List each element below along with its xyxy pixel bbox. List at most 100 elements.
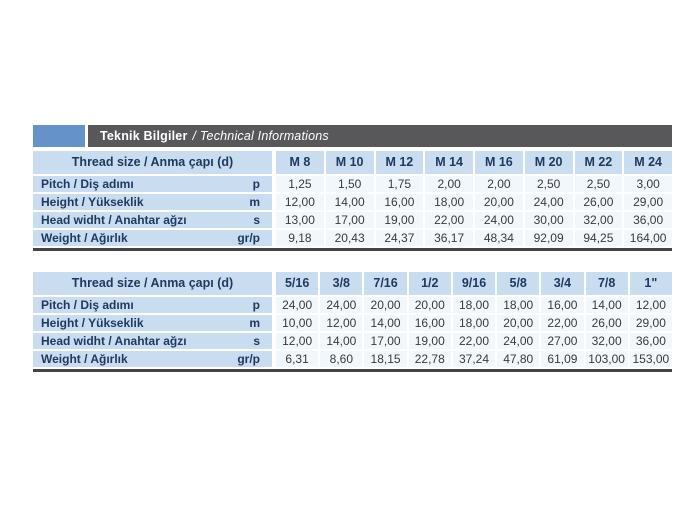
table-row: Pitch / Diş adımı p 24,00 24,00 20,00 20,00 18…	[33, 297, 672, 313]
column-header-cell: 9/16	[452, 272, 496, 295]
value-cell: 12,00	[276, 194, 324, 210]
value-cell: 16,00	[408, 315, 451, 331]
table-bottom-border	[33, 248, 672, 251]
value-cell: 19,00	[408, 333, 451, 349]
technical-info-header: Teknik Bilgiler / Technical Informations	[33, 125, 672, 147]
thread-size-label: Thread size / Anma çapı (d)	[71, 155, 234, 170]
row-values: 6,31 8,60 18,15 22,78 37,24 47,80 61,09 103,00 1…	[276, 351, 672, 367]
row-symbol: s	[253, 334, 260, 348]
row-label: Head widht / Anahtar ağzı	[41, 213, 187, 227]
value-cell: 92,09	[524, 230, 573, 246]
value-cell: 48,34	[475, 230, 523, 246]
row-symbol: m	[249, 316, 260, 330]
value-cell: 61,09	[541, 351, 584, 367]
row-values: 10,00 12,00 14,00 16,00 18,00 20,00 22,00 26,00…	[276, 315, 672, 331]
value-cell: 13,00	[276, 212, 324, 228]
value-cell: 164,00	[624, 230, 672, 246]
value-cell: 24,00	[524, 194, 573, 210]
value-cell: 16,00	[541, 297, 584, 313]
value-cell: 32,00	[574, 212, 623, 228]
value-cell: 20,43	[325, 230, 374, 246]
table-row: Head widht / Anahtar ağzı s 13,00 17,00 19,0…	[33, 212, 672, 228]
value-cell: 29,00	[624, 194, 672, 210]
row-label-cell: Head widht / Anahtar ağzı s	[33, 212, 272, 228]
value-cell: 27,00	[541, 333, 584, 349]
row-values: 9,18 20,43 24,37 36,17 48,34 92,09 94,25 164,00	[276, 230, 672, 246]
column-header-cell: 1/2	[408, 272, 451, 295]
table-imperial-threads: Thread size / Anma çapı (d) 5/16 3/8 7/16 1/…	[33, 272, 672, 372]
row-label-cell: Head widht / Anahtar ağzı s	[33, 333, 272, 349]
row-symbol: s	[253, 213, 260, 227]
value-cell: 1,50	[325, 176, 374, 192]
value-cell: 20,00	[475, 194, 523, 210]
value-cell: 29,00	[629, 315, 672, 331]
value-cell: 14,00	[320, 333, 363, 349]
value-cell: 26,00	[574, 194, 623, 210]
column-header-cell: 3/8	[320, 272, 363, 295]
row-label-cell: Height / Yükseklik m	[33, 194, 272, 210]
value-cell: 18,00	[497, 297, 540, 313]
column-header-cell: M 8	[276, 151, 324, 174]
value-cell: 22,00	[425, 212, 473, 228]
value-cell: 14,00	[585, 297, 628, 313]
value-cell: 36,17	[425, 230, 473, 246]
header-title-english: / Technical Informations	[192, 129, 329, 143]
row-values: 12,00 14,00 17,00 19,00 22,00 24,00 27,00 32,00…	[276, 333, 672, 349]
column-header-cell: 1"	[629, 272, 672, 295]
column-header-cell: M 14	[425, 151, 473, 174]
table-row: Head widht / Anahtar ağzı s 12,00 14,00 17,0…	[33, 333, 672, 349]
table-header-row: Thread size / Anma çapı (d) 5/16 3/8 7/16 1/…	[33, 272, 672, 295]
value-cell: 2,50	[574, 176, 623, 192]
header-title-turkish: Teknik Bilgiler	[100, 129, 188, 143]
value-cell: 37,24	[452, 351, 496, 367]
value-cell: 103,00	[585, 351, 628, 367]
value-cell: 6,31	[276, 351, 319, 367]
value-cell: 12,00	[276, 333, 319, 349]
value-cell: 2,00	[475, 176, 523, 192]
column-header-cell: M 24	[624, 151, 672, 174]
row-symbol: p	[252, 177, 260, 191]
value-cell: 17,00	[364, 333, 407, 349]
table-bottom-border	[33, 369, 672, 372]
thread-size-header-cell: Thread size / Anma çapı (d)	[33, 272, 272, 295]
row-label: Pitch / Diş adımı	[41, 298, 134, 312]
value-cell: 22,00	[541, 315, 584, 331]
value-cell: 24,00	[320, 297, 363, 313]
value-cell: 12,00	[320, 315, 363, 331]
value-cell: 2,50	[524, 176, 573, 192]
value-cell: 20,00	[497, 315, 540, 331]
thread-size-header-cell: Thread size / Anma çapı (d)	[33, 151, 272, 174]
column-header-cell: 7/16	[364, 272, 407, 295]
row-values: 1,25 1,50 1,75 2,00 2,00 2,50 2,50 3,00	[276, 176, 672, 192]
value-cell: 18,15	[364, 351, 407, 367]
column-header-cell: 3/4	[541, 272, 584, 295]
column-header-cell: M 20	[524, 151, 573, 174]
table-row: Height / Yükseklik m 10,00 12,00 14,00 16,00 1…	[33, 315, 672, 331]
value-cell: 32,00	[585, 333, 628, 349]
table-row: Weight / Ağırlık gr/p 9,18 20,43 24,37 36,17 4…	[33, 230, 672, 246]
value-cell: 24,00	[276, 297, 319, 313]
accent-block	[33, 125, 85, 147]
value-cell: 36,00	[629, 333, 672, 349]
row-label-cell: Height / Yükseklik m	[33, 315, 272, 331]
value-cell: 30,00	[524, 212, 573, 228]
value-cell: 12,00	[629, 297, 672, 313]
value-cell: 17,00	[325, 212, 374, 228]
row-label: Weight / Ağırlık	[41, 231, 128, 245]
row-label-cell: Pitch / Diş adımı p	[33, 297, 272, 313]
row-symbol: p	[252, 298, 260, 312]
value-cell: 24,00	[475, 212, 523, 228]
value-cell: 47,80	[497, 351, 540, 367]
row-values: 12,00 14,00 16,00 18,00 20,00 24,00 26,00 29,00	[276, 194, 672, 210]
column-header-cell: 5/8	[497, 272, 540, 295]
row-symbol: m	[249, 195, 260, 209]
row-label: Weight / Ağırlık	[41, 352, 128, 366]
value-cell: 24,00	[497, 333, 540, 349]
value-cell: 1,25	[276, 176, 324, 192]
value-cell: 20,00	[364, 297, 407, 313]
value-cell: 16,00	[375, 194, 424, 210]
column-header-cell: 5/16	[276, 272, 319, 295]
table-row: Height / Yükseklik m 12,00 14,00 16,00 18,00 2…	[33, 194, 672, 210]
